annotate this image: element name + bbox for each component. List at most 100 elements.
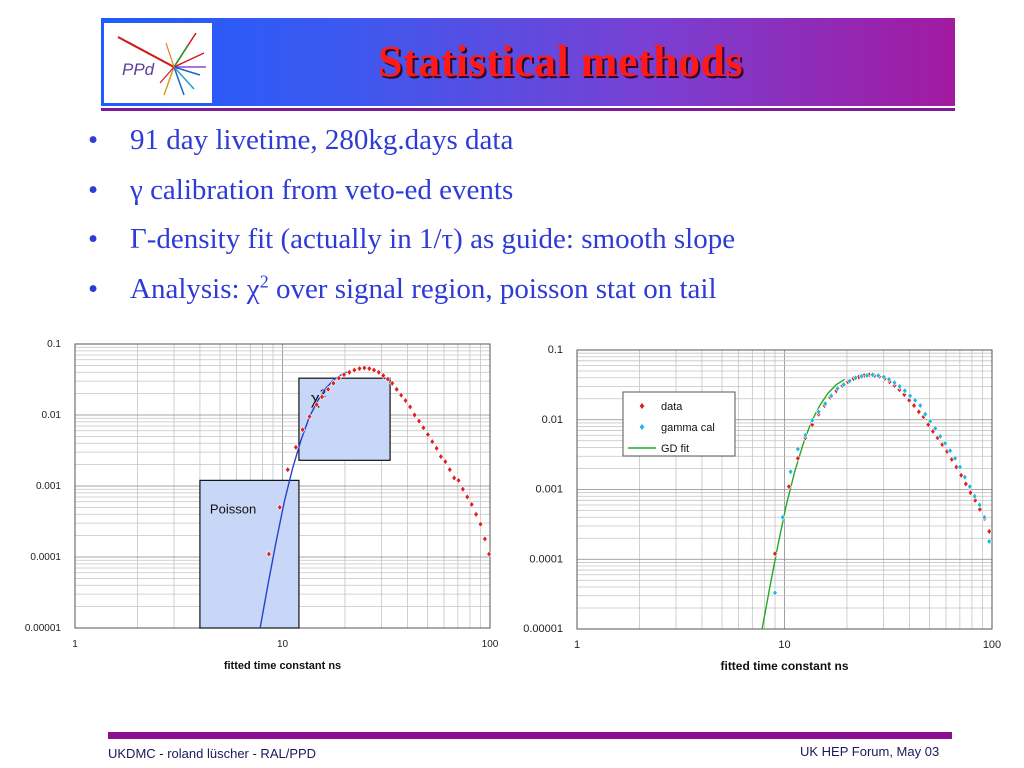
footer-author: UKDMC - roland lüscher - RAL/PPD [108, 746, 317, 761]
y-tick-label: 0.1 [47, 339, 61, 350]
data-point [407, 403, 413, 411]
gamma-cal-point [907, 392, 913, 400]
bullet-marker: • [88, 223, 99, 255]
left-chart: 1 10 100 0.00001 0.0001 0.001 0.01 0.1 fitted ti… [25, 339, 499, 672]
gamma-cal-point [912, 396, 918, 404]
gamma-cal-point [846, 377, 853, 385]
gamma-cal-point [881, 373, 887, 381]
gamma-cal-point [952, 454, 958, 462]
data-point [366, 365, 373, 373]
data-point [293, 443, 299, 451]
gamma-cal-point [927, 417, 934, 425]
gamma-cal-point [937, 432, 944, 440]
data-point [341, 371, 347, 379]
gamma-cal-point [981, 513, 988, 521]
gamma-cal-point [795, 445, 801, 453]
bullet-text-post: over signal region, poisson stat on tail [268, 272, 717, 305]
data-point [416, 417, 422, 425]
data-point [336, 374, 342, 382]
data-point [346, 368, 353, 376]
data-point [319, 393, 325, 401]
legend-box [622, 391, 736, 457]
data-point [795, 454, 801, 462]
data-point [906, 396, 912, 404]
data-point [375, 368, 382, 376]
data-point [402, 397, 409, 404]
bullet-text: 91 day livetime, 280kg.days data [130, 124, 514, 156]
y-tick-label: 0.00001 [523, 623, 563, 635]
ppd-logo-graphic: PPd [117, 32, 206, 96]
data-point [299, 426, 306, 434]
data-point [460, 485, 466, 493]
data-point [385, 375, 391, 383]
right-chart: 1 10 100 0.00001 0.0001 0.001 0.01 0.1 fitted ti… [523, 344, 1001, 673]
data-point [393, 385, 400, 393]
footer-rule [108, 732, 952, 739]
gamma-cal-point [976, 501, 983, 509]
gamma-cal-point [922, 410, 929, 418]
bullet-marker: • [88, 173, 99, 206]
gamma-cal-point [772, 589, 778, 597]
data-point [433, 444, 440, 452]
gamma-cal-point [809, 416, 815, 424]
data-point [809, 421, 815, 429]
bullet-item: • 91 day livetime, 280kg.days data [88, 122, 735, 172]
data-point [361, 364, 368, 372]
data-point [482, 535, 488, 543]
data-point [371, 366, 377, 374]
gamma-cal-point [891, 379, 898, 387]
bullet-marker: • [88, 124, 99, 156]
data-point [306, 413, 313, 421]
bullet-item: • Γ-density fit (actually in 1/τ) as guid… [88, 221, 735, 271]
gamma-cal-point [942, 439, 948, 447]
data-point [486, 550, 492, 558]
data-point [351, 366, 358, 374]
gamma-cal-point [802, 431, 809, 439]
data-point [916, 408, 922, 416]
gamma-cal-point [840, 381, 847, 388]
data-point [438, 453, 444, 461]
fit-curve [259, 370, 351, 629]
bullet-text: γ calibration from veto-ed events [130, 173, 514, 206]
y-tick-label: 0.00001 [25, 623, 62, 634]
data-point [398, 391, 404, 399]
gamma-cal-point [902, 387, 908, 395]
gamma-cal-point [815, 408, 822, 416]
chi2-region [298, 377, 391, 461]
x-axis-title: fitted time constant ns [224, 660, 341, 672]
gamma-cal-point [852, 374, 859, 382]
data-point [411, 411, 418, 419]
y-tick-label: 0.01 [42, 410, 62, 421]
bullet-superscript: 2 [259, 270, 269, 291]
data-point [284, 466, 291, 474]
fit-curve [761, 378, 846, 630]
slide-title: Statistical methods [378, 37, 744, 86]
data-point [455, 476, 462, 484]
data-point [468, 500, 475, 508]
data-point [276, 503, 283, 511]
data-point [442, 458, 449, 466]
bullet-marker: • [88, 272, 99, 305]
x-tick-label: 100 [983, 639, 1001, 651]
plot-frame [576, 349, 993, 630]
y-tick-label: 0.1 [548, 344, 563, 356]
gamma-cal-point [875, 372, 882, 380]
data-point [901, 391, 908, 398]
gamma-cal-point [886, 375, 892, 383]
data-point [772, 550, 778, 558]
data-point [389, 379, 396, 387]
x-tick-label: 10 [277, 639, 289, 650]
poisson-region [199, 479, 300, 629]
gamma-cal-point [787, 468, 794, 476]
data-point [972, 496, 978, 504]
data-point [473, 510, 479, 518]
bullet-text-pre: Analysis: χ [130, 272, 260, 305]
data-point [977, 505, 983, 513]
gamma-cal-point [779, 513, 786, 521]
data-point [986, 528, 993, 535]
data-point [425, 431, 431, 439]
x-axis-title: fitted time constant ns [720, 659, 848, 673]
bullet-list: • 91 day livetime, 280kg.days data • γ cal… [88, 122, 735, 320]
poisson-region-label: Poisson [210, 501, 256, 516]
data-point [451, 474, 457, 482]
